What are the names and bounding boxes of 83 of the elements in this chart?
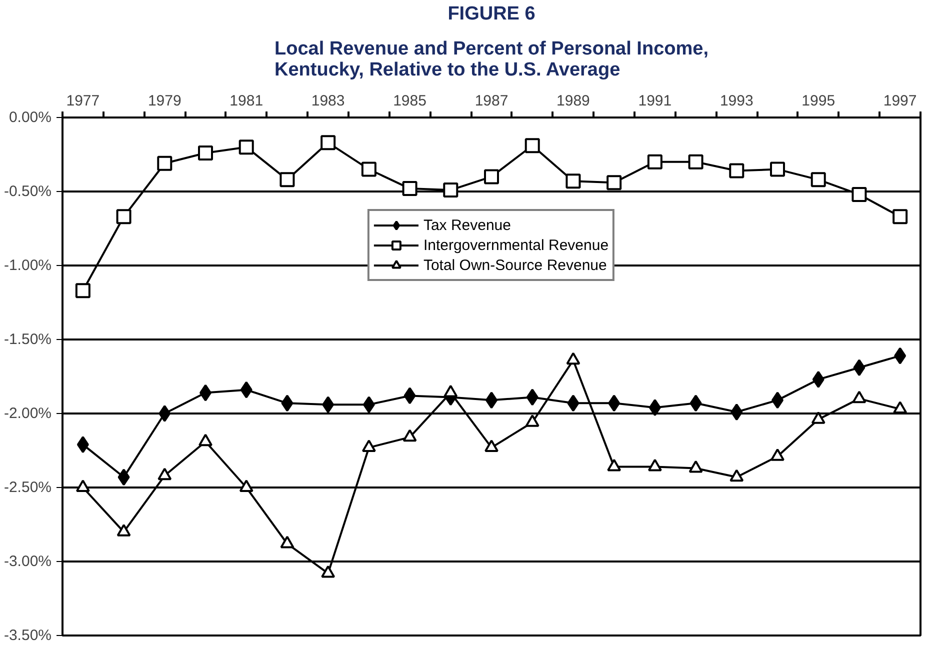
point [118,468,130,486]
x-tick-label: 1993 [720,92,754,110]
point [524,138,540,154]
point [690,394,702,412]
y-tick-label: -2.00% [4,405,52,422]
legend-label: Tax Revenue [423,216,511,234]
point [729,163,744,178]
point [239,480,254,492]
point [688,460,703,473]
point [566,352,580,365]
legend-label: Intergovernmental Revenue [423,236,609,254]
point [730,469,744,482]
point [853,359,866,376]
y-tick-label: -2.50% [4,479,52,496]
x-tick-label: 1983 [311,92,345,110]
point [240,381,252,398]
point [893,401,908,414]
point [566,174,581,189]
point [198,146,213,161]
y-tick-label: -0.50% [4,183,52,200]
point [770,162,785,177]
point [280,536,294,548]
point [484,169,499,184]
x-tick-label: 1989 [556,92,590,110]
y-tick-label: -1.50% [4,331,52,348]
x-tick-label: 1997 [883,92,917,110]
y-tick-label: 0.00% [8,109,52,126]
point [402,181,418,196]
chart-title: FIGURE 6 [448,4,536,24]
point [444,384,458,398]
point [608,394,620,412]
point [281,394,294,412]
point [75,283,90,298]
point [361,162,376,177]
point [320,135,336,150]
y-tick-label: -1.00% [4,257,52,274]
point [648,458,662,472]
point [810,172,826,188]
point [280,172,295,188]
point [892,209,908,224]
point [362,440,376,452]
point [730,404,743,421]
x-tick-label: 1979 [148,92,182,110]
point [116,209,132,224]
point [606,175,622,190]
point [811,411,826,424]
point [812,370,824,388]
point [158,405,171,422]
point [321,565,336,578]
point [894,347,906,364]
x-tick-label: 1977 [66,92,100,110]
x-tick-label: 1991 [638,92,672,110]
point [76,480,90,492]
point [157,156,172,171]
point [443,182,458,198]
x-tick-label: 1985 [393,92,426,110]
point [852,390,866,404]
chart-subtitle: Local Revenue and Percent of Personal Income, Kentucky, Relative to the U.S. Average [274,38,708,80]
point [404,387,416,404]
x-tick-label: 1995 [802,92,836,110]
point [198,434,212,446]
point [116,524,131,536]
point [852,186,867,202]
point [567,394,580,412]
point [362,396,375,414]
y-tick-label: -3.50% [4,627,52,644]
point [647,154,662,170]
legend-label: Total Own-Source Revenue [423,256,607,274]
x-tick-label: 1981 [230,92,264,110]
point [607,458,622,472]
y-tick-label: -3.00% [4,553,52,570]
point [402,429,417,442]
point [770,448,784,461]
point [525,414,540,427]
point [688,154,704,170]
point [76,436,89,454]
point [526,388,538,406]
x-tick-label: 1987 [474,92,508,110]
point [158,468,172,480]
point [484,440,498,452]
point [648,399,661,416]
point [322,396,334,414]
point [238,140,254,155]
